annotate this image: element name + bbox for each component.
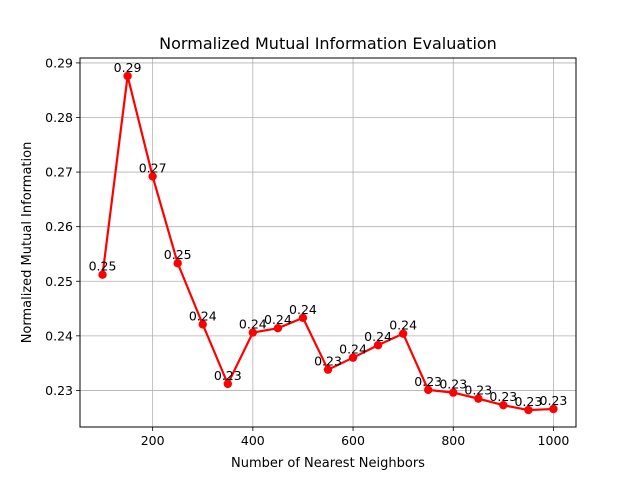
data-value-label: 0.23 (214, 368, 242, 383)
data-point (98, 270, 107, 279)
chart-title: Normalized Mutual Information Evaluation (159, 34, 497, 53)
data-value-label: 0.23 (540, 393, 568, 408)
data-value-label: 0.24 (189, 308, 217, 323)
data-value-label: 0.24 (239, 317, 267, 332)
data-point (449, 388, 458, 397)
data-point (173, 259, 182, 268)
x-tick-label: 400 (241, 433, 265, 448)
y-tick-label: 0.23 (45, 383, 73, 398)
y-tick-label: 0.25 (45, 274, 73, 289)
x-axis-label: Number of Nearest Neighbors (231, 456, 425, 471)
y-tick-label: 0.28 (45, 110, 73, 125)
grid-layer (80, 58, 576, 427)
data-value-label: 0.24 (289, 302, 317, 317)
x-tick-label: 200 (141, 433, 165, 448)
data-value-label: 0.27 (139, 160, 167, 175)
data-point (424, 385, 433, 395)
y-axis-label: Normalized Mutual Information (20, 142, 35, 344)
data-point (499, 400, 508, 410)
data-point (298, 313, 308, 323)
data-point (398, 329, 408, 338)
x-tick-label: 1000 (538, 433, 570, 448)
data-point (549, 404, 558, 414)
data-point (223, 379, 232, 389)
tick-layer: 200 400 600 800 10000.230.240.250.260.270.28… (45, 55, 569, 448)
data-point (373, 340, 383, 350)
data-point (123, 71, 132, 81)
data-value-label: 0.23 (314, 354, 342, 369)
y-tick-label: 0.29 (45, 55, 73, 70)
data-value-label: 0.24 (389, 318, 417, 333)
data-point (273, 323, 283, 333)
data-value-label: 0.24 (339, 342, 367, 357)
data-point (198, 320, 207, 329)
data-value-label: 0.23 (439, 377, 467, 392)
data-value-label: 0.23 (464, 383, 492, 398)
y-tick-label: 0.24 (45, 328, 73, 343)
y-tick-label: 0.26 (45, 219, 73, 234)
data-value-label: 0.25 (164, 247, 192, 262)
y-tick-label: 0.27 (45, 165, 73, 180)
series-layer (98, 71, 558, 415)
data-point (148, 172, 157, 181)
data-value-label: 0.23 (414, 374, 442, 389)
data-label-layer: 0.250.290.270.250.240.230.240.240.240.23… (89, 60, 568, 409)
data-value-label: 0.24 (264, 312, 292, 327)
data-value-label: 0.29 (114, 60, 142, 75)
data-point (323, 365, 333, 374)
data-value-label: 0.25 (89, 259, 117, 274)
data-point (524, 405, 533, 415)
data-point (474, 394, 483, 403)
data-point (348, 353, 358, 362)
data-value-label: 0.23 (514, 394, 542, 409)
x-tick-label: 600 (341, 433, 365, 448)
x-tick-label: 800 (441, 433, 465, 448)
plot-frame (79, 57, 577, 428)
data-value-label: 0.24 (364, 329, 392, 344)
data-point (248, 328, 258, 337)
data-value-label: 0.23 (489, 389, 517, 404)
